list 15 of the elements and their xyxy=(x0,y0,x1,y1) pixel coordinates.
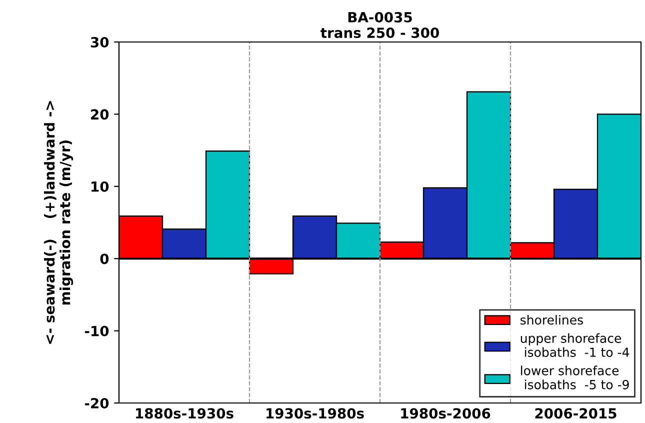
x-tick-label: 1930s-1980s xyxy=(266,408,364,419)
x-tick-label: 1980s-2006 xyxy=(401,408,490,419)
y-tick-label: 20 xyxy=(91,109,109,120)
chart-title: BA-0035 trans 250 - 300 xyxy=(320,12,439,38)
legend-label: upper shoreface isobaths -1 to -4 xyxy=(520,333,630,357)
y-axis-title: <- seaward(-) (+)landward -> migration rate (m/yr) xyxy=(44,101,74,344)
legend-label: lower shoreface isobaths -5 to -9 xyxy=(521,366,629,390)
y-tick-label: 0 xyxy=(100,254,109,264)
x-tick-label: 2006-2015 xyxy=(535,408,616,419)
legend-label: shorelines xyxy=(520,314,583,325)
x-tick-label: 1880s-1930s xyxy=(136,408,234,419)
y-tick-label: 10 xyxy=(92,181,109,192)
y-tick-label: -20 xyxy=(84,398,109,408)
y-tick-label: -10 xyxy=(84,326,109,336)
y-tick-label: 30 xyxy=(90,36,109,48)
